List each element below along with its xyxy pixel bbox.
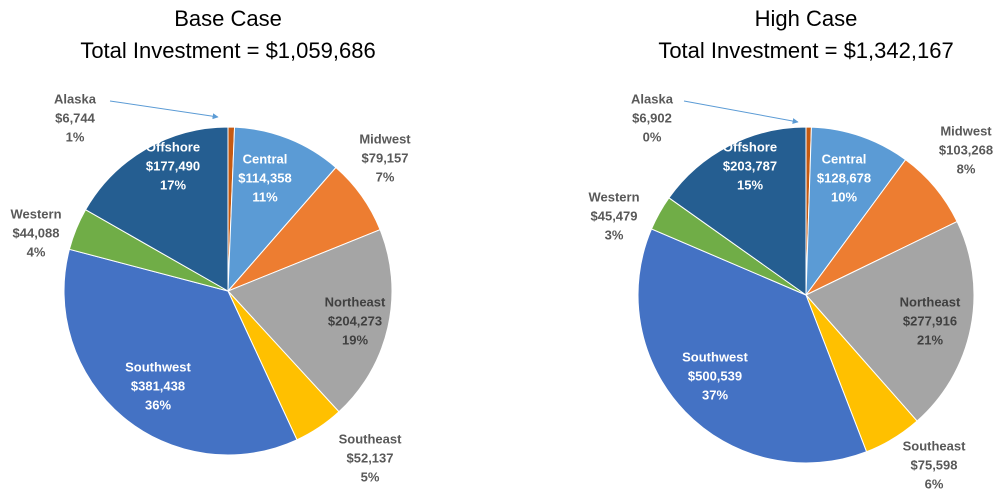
pie-slice [227, 126, 337, 293]
slice-label-name: Western [10, 206, 61, 221]
slice-label-percent: 10% [831, 189, 857, 204]
pie-slice [84, 126, 229, 292]
slice-label-name: Alaska [54, 91, 97, 106]
pie-slice [805, 220, 975, 422]
slice-label-percent: 5% [361, 469, 380, 484]
chart-subtitle: Total Investment = $1,342,167 [658, 38, 953, 63]
slice-label-name: Northeast [325, 294, 386, 309]
slice-label-percent: 3% [605, 227, 624, 242]
slice-label-percent: 36% [145, 397, 171, 412]
slice-label-value: $6,744 [55, 110, 96, 125]
slice-label-percent: 1% [66, 129, 85, 144]
slice-label-percent: 17% [160, 177, 186, 192]
slice-label-percent: 37% [702, 387, 728, 402]
slice-label-value: $75,598 [911, 457, 958, 472]
pie-slice [637, 228, 868, 464]
slice-label-value: $45,479 [591, 208, 638, 223]
slice-label-name: Central [243, 151, 288, 166]
slice-label-name: Central [822, 151, 867, 166]
slice-label-percent: 0% [643, 129, 662, 144]
slice-label-name: Western [588, 189, 639, 204]
chart-subtitle: Total Investment = $1,059,686 [80, 38, 375, 63]
slice-label-name: Southwest [682, 349, 748, 364]
slice-label-name: Midwest [940, 123, 992, 138]
slice-label-value: $177,490 [146, 158, 200, 173]
slice-label-value: $52,137 [347, 450, 394, 465]
slice-label-value: $44,088 [13, 225, 60, 240]
slice-label-value: $203,787 [723, 158, 777, 173]
slice-label-percent: 11% [252, 189, 278, 204]
slice-label-value: $6,902 [632, 110, 672, 125]
pie-slice [227, 229, 393, 413]
slice-label-name: Southeast [339, 431, 403, 446]
leader-line [109, 100, 219, 120]
slice-label-percent: 8% [957, 161, 976, 176]
chart-title: Base Case [174, 6, 282, 31]
slice-label-name: Offshore [723, 139, 777, 154]
slice-label-value: $277,916 [903, 313, 957, 328]
leader-line [683, 100, 799, 124]
slice-label-percent: 7% [376, 169, 395, 184]
slice-label-value: $103,268 [939, 142, 993, 157]
chart-title: High Case [755, 6, 858, 31]
slice-label-value: $128,678 [817, 170, 871, 185]
slice-label-name: Southwest [125, 359, 191, 374]
pie-slice [805, 126, 907, 297]
slice-label-value: $204,273 [328, 313, 382, 328]
pie-slice [63, 248, 298, 456]
slice-label-name: Alaska [631, 91, 674, 106]
slice-label-percent: 15% [737, 177, 763, 192]
slice-label-percent: 21% [917, 332, 943, 347]
slice-label-name: Midwest [359, 131, 411, 146]
slice-label-name: Offshore [146, 139, 200, 154]
pie-slice [668, 126, 807, 296]
slice-label-name: Southeast [903, 438, 967, 453]
slice-label-value: $114,358 [238, 170, 292, 185]
slice-label-value: $79,157 [362, 150, 409, 165]
slice-label-percent: 4% [27, 244, 46, 259]
slice-label-percent: 6% [925, 476, 944, 491]
slice-label-value: $500,539 [688, 368, 742, 383]
slice-label-name: Northeast [900, 294, 961, 309]
slice-label-percent: 19% [342, 332, 368, 347]
slice-label-value: $381,438 [131, 378, 185, 393]
